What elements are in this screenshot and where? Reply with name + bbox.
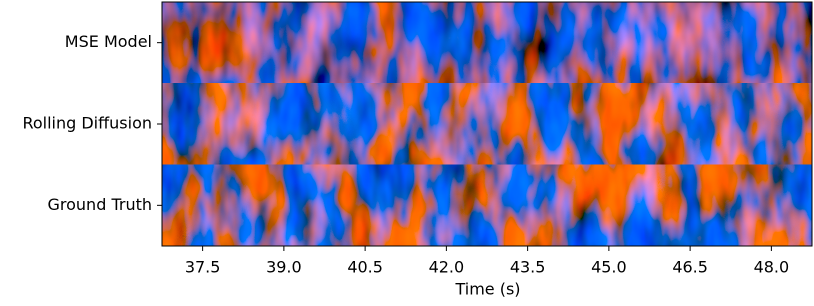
x-tick-label: 43.5	[510, 258, 546, 277]
y-tick-label: Rolling Diffusion	[22, 114, 152, 133]
y-tick-label: MSE Model	[65, 32, 152, 51]
field-image	[162, 164, 812, 246]
x-tick-label: 40.5	[347, 258, 383, 277]
field-image	[162, 2, 812, 84]
y-tick-label: Ground Truth	[48, 195, 153, 214]
x-tick-label: 48.0	[754, 258, 790, 277]
x-axis-label: Time (s)	[454, 280, 520, 299]
plot-frame	[161, 1, 813, 247]
x-tick-label: 46.5	[672, 258, 708, 277]
x-tick-label: 37.5	[185, 258, 221, 277]
x-tick-label: 45.0	[591, 258, 627, 277]
field-image	[162, 83, 812, 165]
x-tick-label: 42.0	[429, 258, 465, 277]
x-tick-label: 39.0	[266, 258, 302, 277]
